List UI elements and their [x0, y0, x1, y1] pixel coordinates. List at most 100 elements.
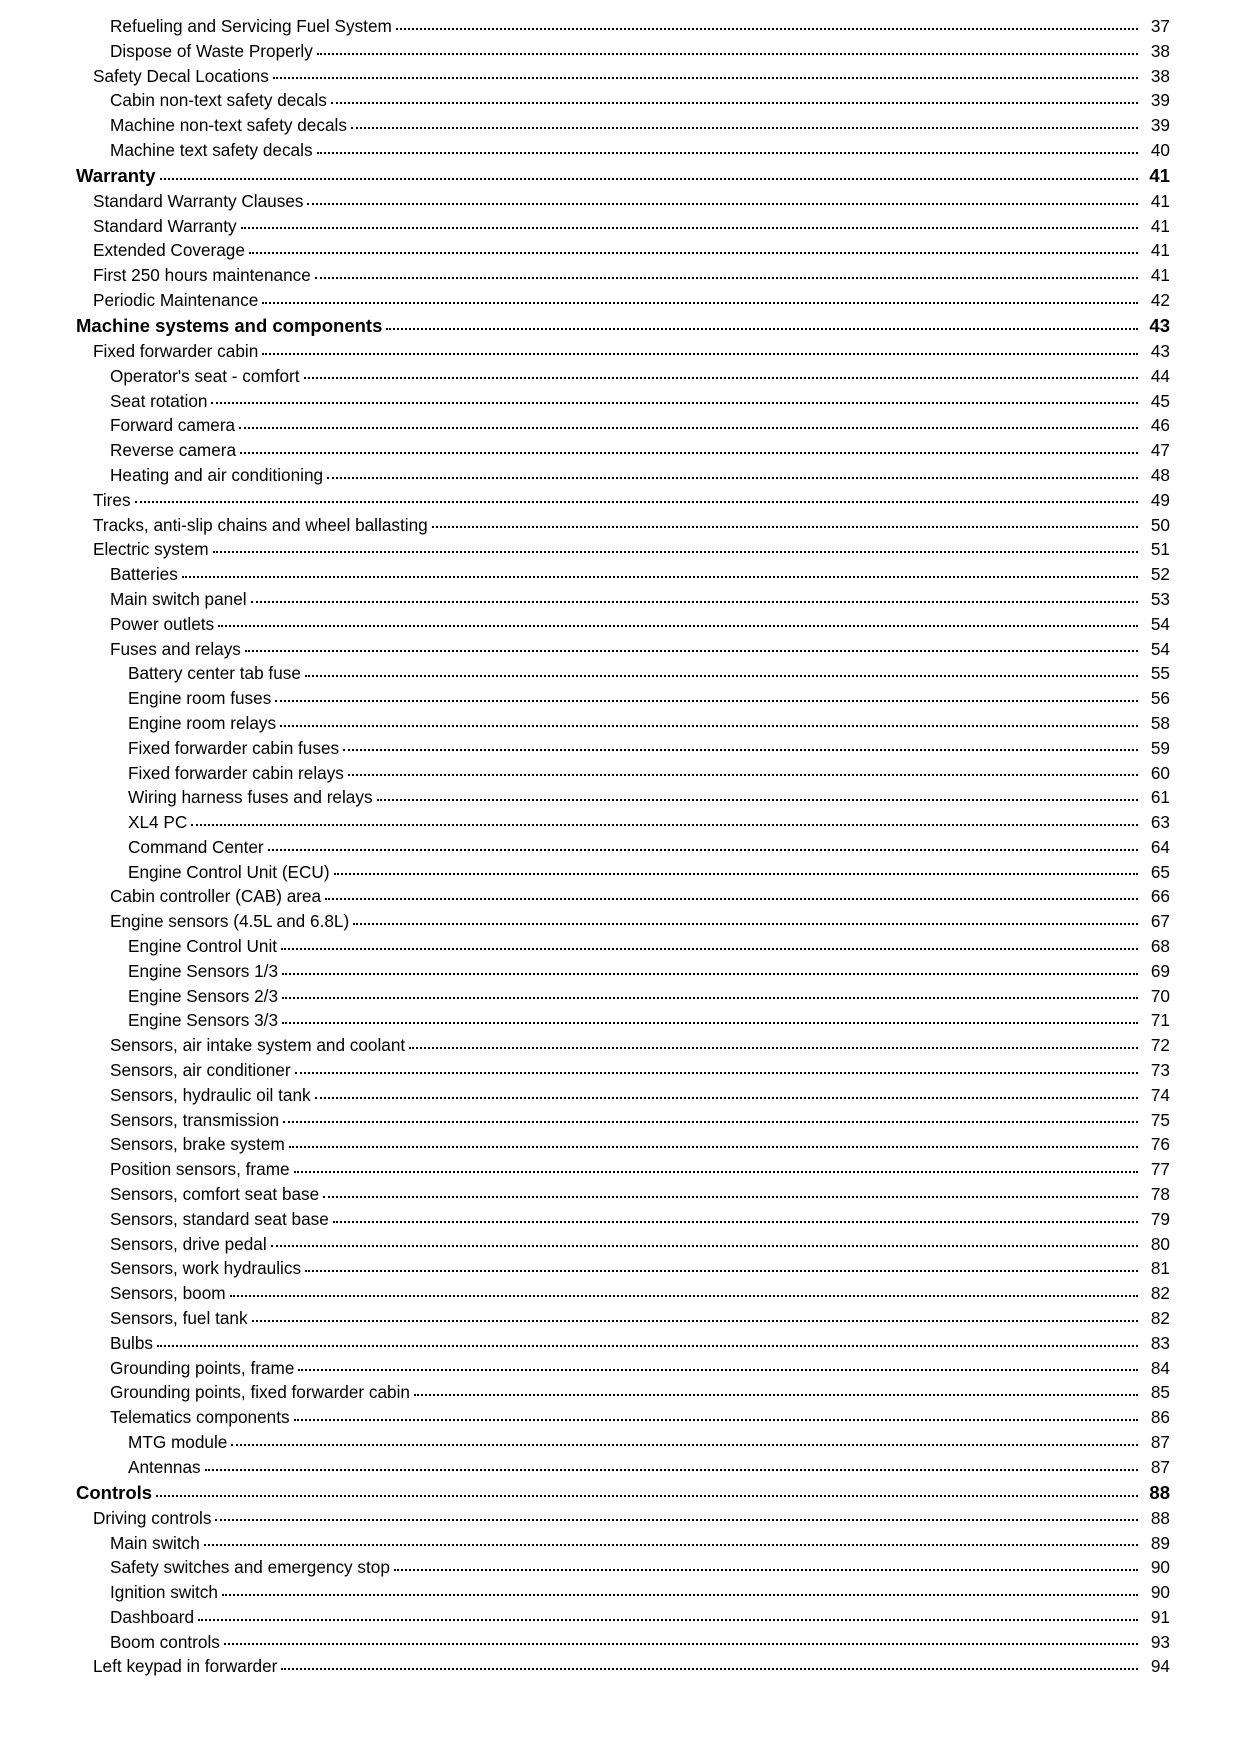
- toc-entry[interactable]: Ignition switch90: [76, 1584, 1170, 1601]
- toc-leader-dots: [289, 1146, 1138, 1148]
- toc-entry[interactable]: Command Center64: [76, 839, 1170, 856]
- toc-entry[interactable]: Sensors, fuel tank82: [76, 1310, 1170, 1327]
- toc-entry[interactable]: Cabin controller (CAB) area66: [76, 888, 1170, 905]
- toc-entry-page: 41: [1144, 218, 1170, 235]
- toc-entry[interactable]: Boom controls93: [76, 1634, 1170, 1651]
- toc-entry-page: 83: [1144, 1335, 1170, 1352]
- toc-entry[interactable]: Power outlets54: [76, 616, 1170, 633]
- toc-entry-page: 90: [1144, 1559, 1170, 1576]
- toc-entry[interactable]: Sensors, comfort seat base78: [76, 1186, 1170, 1203]
- toc-entry[interactable]: Bulbs83: [76, 1335, 1170, 1352]
- toc-entry[interactable]: Seat rotation45: [76, 393, 1170, 410]
- toc-entry[interactable]: Engine Control Unit (ECU)65: [76, 864, 1170, 881]
- toc-entry[interactable]: Warranty41: [76, 167, 1170, 186]
- toc-entry[interactable]: Engine Control Unit68: [76, 938, 1170, 955]
- toc-entry[interactable]: Engine Sensors 3/371: [76, 1012, 1170, 1029]
- toc-entry-label: Sensors, fuel tank: [110, 1310, 248, 1327]
- toc-entry[interactable]: Engine Sensors 2/370: [76, 988, 1170, 1005]
- toc-entry[interactable]: Fuses and relays54: [76, 641, 1170, 658]
- toc-entry[interactable]: Wiring harness fuses and relays61: [76, 789, 1170, 806]
- toc-entry[interactable]: Electric system51: [76, 541, 1170, 558]
- toc-leader-dots: [409, 1047, 1138, 1049]
- toc-entry[interactable]: Sensors, hydraulic oil tank74: [76, 1087, 1170, 1104]
- toc-entry[interactable]: Antennas87: [76, 1459, 1170, 1476]
- toc-entry[interactable]: Main switch panel53: [76, 591, 1170, 608]
- toc-entry[interactable]: Grounding points, fixed forwarder cabin8…: [76, 1384, 1170, 1401]
- toc-entry[interactable]: Engine Sensors 1/369: [76, 963, 1170, 980]
- toc-entry-page: 67: [1144, 913, 1170, 930]
- toc-entry[interactable]: Extended Coverage41: [76, 242, 1170, 259]
- toc-entry[interactable]: Sensors, air intake system and coolant72: [76, 1037, 1170, 1054]
- toc-entry[interactable]: Fixed forwarder cabin43: [76, 343, 1170, 360]
- toc-leader-dots: [241, 227, 1138, 229]
- toc-entry[interactable]: Sensors, work hydraulics81: [76, 1260, 1170, 1277]
- toc-entry[interactable]: Cabin non-text safety decals39: [76, 92, 1170, 109]
- toc-entry-label: Engine Control Unit: [128, 938, 277, 955]
- toc-entry[interactable]: Safety Decal Locations38: [76, 68, 1170, 85]
- toc-entry[interactable]: Engine room fuses56: [76, 690, 1170, 707]
- toc-entry[interactable]: Left keypad in forwarder94: [76, 1658, 1170, 1675]
- toc-entry[interactable]: Dispose of Waste Properly38: [76, 43, 1170, 60]
- toc-entry[interactable]: Machine text safety decals40: [76, 142, 1170, 159]
- toc-entry[interactable]: Sensors, standard seat base79: [76, 1211, 1170, 1228]
- toc-entry-page: 45: [1144, 393, 1170, 410]
- toc-entry[interactable]: Machine systems and components43: [76, 317, 1170, 336]
- toc-leader-dots: [182, 576, 1138, 578]
- toc-entry[interactable]: XL4 PC63: [76, 814, 1170, 831]
- toc-entry-label: Forward camera: [110, 417, 235, 434]
- toc-entry[interactable]: Controls88: [76, 1484, 1170, 1503]
- toc-entry-label: Wiring harness fuses and relays: [128, 789, 373, 806]
- toc-entry[interactable]: Machine non-text safety decals39: [76, 117, 1170, 134]
- toc-entry[interactable]: MTG module87: [76, 1434, 1170, 1451]
- toc-entry-label: Sensors, comfort seat base: [110, 1186, 319, 1203]
- toc-leader-dots: [251, 601, 1138, 603]
- toc-entry[interactable]: Sensors, drive pedal80: [76, 1236, 1170, 1253]
- toc-leader-dots: [249, 252, 1138, 254]
- toc-entry[interactable]: Batteries52: [76, 566, 1170, 583]
- toc-entry-page: 84: [1144, 1360, 1170, 1377]
- toc-entry[interactable]: Engine sensors (4.5L and 6.8L)67: [76, 913, 1170, 930]
- toc-entry[interactable]: Sensors, air conditioner73: [76, 1062, 1170, 1079]
- toc-entry[interactable]: Safety switches and emergency stop 90: [76, 1559, 1170, 1576]
- toc-entry-page: 65: [1144, 864, 1170, 881]
- toc-entry-page: 93: [1144, 1634, 1170, 1651]
- toc-entry[interactable]: Tires49: [76, 492, 1170, 509]
- toc-entry[interactable]: Driving controls88: [76, 1510, 1170, 1527]
- toc-entry[interactable]: First 250 hours maintenance41: [76, 267, 1170, 284]
- toc-entry-page: 39: [1144, 117, 1170, 134]
- toc-entry-page: 88: [1144, 1484, 1170, 1503]
- toc-entry[interactable]: Standard Warranty Clauses41: [76, 193, 1170, 210]
- toc-leader-dots: [307, 203, 1138, 205]
- toc-entry[interactable]: Position sensors, frame77: [76, 1161, 1170, 1178]
- toc-entry[interactable]: Periodic Maintenance42: [76, 292, 1170, 309]
- toc-entry-page: 38: [1144, 43, 1170, 60]
- toc-entry-label: Periodic Maintenance: [93, 292, 258, 309]
- toc-entry[interactable]: Operator's seat - comfort44: [76, 368, 1170, 385]
- toc-entry[interactable]: Tracks, anti-slip chains and wheel balla…: [76, 517, 1170, 534]
- toc-entry[interactable]: Sensors, boom82: [76, 1285, 1170, 1302]
- toc-entry[interactable]: Engine room relays58: [76, 715, 1170, 732]
- toc-container: Refueling and Servicing Fuel System37 Dis…: [0, 0, 1240, 1676]
- toc-entry-label: Operator's seat - comfort: [110, 368, 300, 385]
- toc-entry[interactable]: Dashboard91: [76, 1609, 1170, 1626]
- toc-entry[interactable]: Fixed forwarder cabin relays60: [76, 765, 1170, 782]
- toc-entry[interactable]: Battery center tab fuse55: [76, 665, 1170, 682]
- toc-entry[interactable]: Grounding points, frame84: [76, 1360, 1170, 1377]
- toc-entry[interactable]: Fixed forwarder cabin fuses59: [76, 740, 1170, 757]
- toc-leader-dots: [268, 849, 1138, 851]
- toc-entry-page: 41: [1144, 167, 1170, 186]
- toc-entry[interactable]: Sensors, brake system76: [76, 1136, 1170, 1153]
- toc-entry[interactable]: Reverse camera47: [76, 442, 1170, 459]
- toc-entry-label: Safety switches and emergency stop: [110, 1559, 390, 1576]
- toc-entry[interactable]: Sensors, transmission75: [76, 1112, 1170, 1129]
- toc-entry[interactable]: Heating and air conditioning48: [76, 467, 1170, 484]
- toc-entry[interactable]: Refueling and Servicing Fuel System37: [76, 18, 1170, 35]
- toc-entry[interactable]: Standard Warranty41: [76, 218, 1170, 235]
- toc-entry[interactable]: Forward camera46: [76, 417, 1170, 434]
- toc-entry-page: 91: [1144, 1609, 1170, 1626]
- toc-entry[interactable]: Main switch89: [76, 1535, 1170, 1552]
- toc-leader-dots: [280, 725, 1138, 727]
- toc-entry[interactable]: Telematics components86: [76, 1409, 1170, 1426]
- toc-leader-dots: [213, 551, 1138, 553]
- toc-leader-dots: [348, 774, 1138, 776]
